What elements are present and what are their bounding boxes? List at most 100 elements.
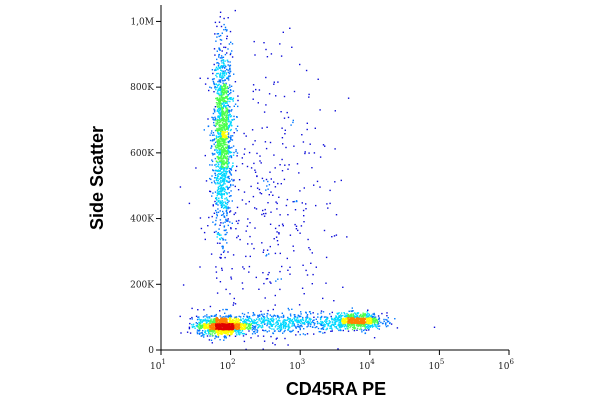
data-point [347,326,349,328]
data-point [226,185,228,188]
data-point [229,172,231,174]
data-point [222,56,225,58]
data-point [274,344,276,346]
data-point [223,319,226,321]
data-point [198,318,200,320]
data-point [243,326,245,328]
data-point [223,226,225,228]
data-point [230,332,232,334]
data-point [214,174,217,177]
data-point [350,310,352,312]
data-point [219,49,221,51]
data-point [373,320,375,322]
data-point [384,323,387,325]
data-point [218,53,220,56]
data-point [211,116,213,119]
data-point [225,322,227,325]
data-point [230,136,232,139]
data-point [305,321,308,324]
data-point [221,320,223,322]
data-point [219,177,222,180]
data-point [254,207,256,209]
data-point [289,320,291,322]
data-point [336,317,338,320]
data-point [232,145,235,147]
data-point [331,321,334,323]
data-point [211,342,213,344]
data-point [230,276,232,278]
data-point [265,178,268,181]
data-point [223,46,225,48]
data-point [227,166,229,169]
data-point [219,57,222,59]
data-point [221,189,223,191]
data-point [292,201,294,203]
data-point [369,325,371,327]
data-point [280,327,282,329]
data-point [222,66,224,68]
data-point [226,114,228,116]
data-point [224,116,227,118]
data-point [367,323,369,326]
data-point [215,328,217,330]
data-point [215,119,217,122]
data-point [232,180,234,182]
data-point [227,120,229,123]
data-point [228,147,230,149]
data-point [218,129,221,132]
data-point [334,317,337,319]
data-point [365,329,368,331]
data-point [220,43,222,45]
data-point [350,323,353,325]
data-point [230,183,232,186]
data-point [223,336,225,338]
data-point [287,316,289,319]
data-point [189,318,191,320]
data-point [340,319,342,321]
data-point [258,318,260,320]
data-point [229,113,231,115]
data-point [209,190,212,193]
data-point [234,81,237,83]
data-point [263,318,265,320]
data-point [231,268,233,270]
data-point [245,318,247,321]
data-point [358,317,360,320]
data-point [220,234,222,236]
data-point [354,322,356,324]
data-point [215,88,217,91]
data-point [227,137,229,140]
data-point [219,148,222,150]
data-point [286,198,289,201]
data-point [297,229,299,232]
data-point [335,234,338,236]
data-point [350,322,353,325]
data-point [263,282,265,285]
data-point [332,323,334,325]
data-point [227,323,229,325]
data-point [343,319,345,322]
data-point [289,234,292,236]
data-point [262,315,264,317]
data-point [216,165,219,167]
data-point [305,203,307,205]
data-point [223,133,226,135]
data-point [376,324,378,326]
data-point [223,154,226,156]
data-point [226,120,228,122]
data-point [261,127,263,129]
data-point [251,129,254,131]
data-point [271,325,273,327]
data-point [291,318,294,321]
data-point [281,223,284,225]
data-point [223,62,225,65]
data-point [235,316,238,318]
data-point [262,251,264,253]
data-point [219,238,221,240]
data-point [229,147,232,149]
data-point [226,95,228,97]
data-point [345,314,347,316]
data-point [340,318,342,320]
data-point [327,325,329,327]
data-point [219,128,221,131]
